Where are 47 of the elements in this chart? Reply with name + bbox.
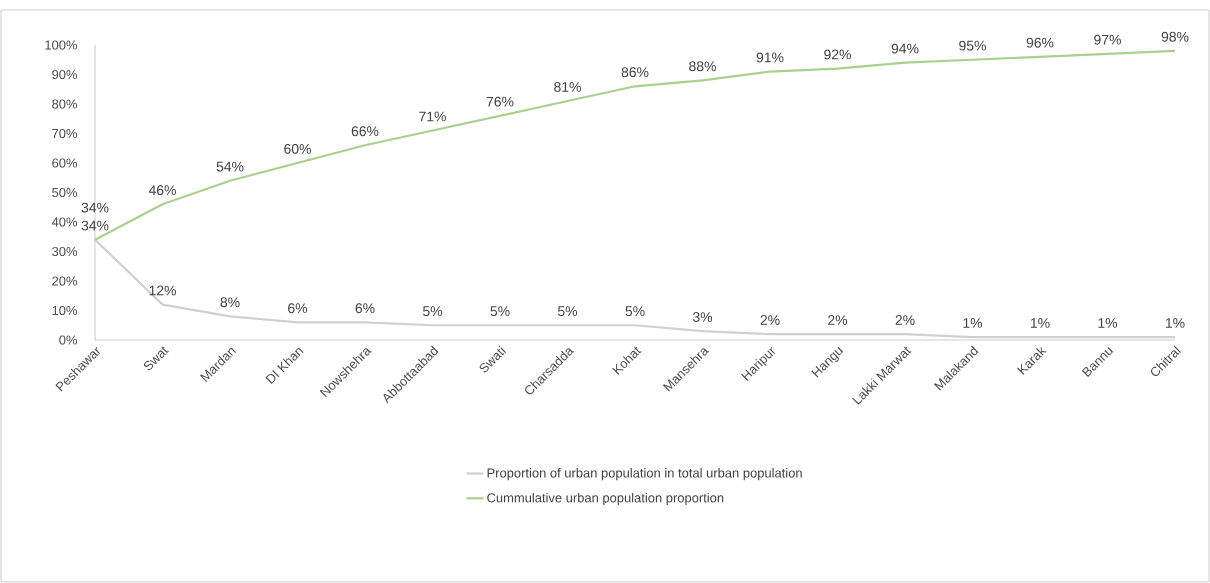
data-label: 94%	[891, 43, 919, 54]
data-label: 2%	[828, 315, 848, 325]
data-label: 98%	[1161, 31, 1189, 42]
y-tick-label: 30%	[52, 246, 78, 257]
data-label: 34%	[81, 220, 109, 231]
data-label: 1%	[1030, 318, 1050, 328]
data-label: 2%	[895, 315, 915, 325]
data-label: 88%	[689, 61, 716, 72]
data-label: 12%	[149, 285, 176, 296]
data-label: 6%	[355, 303, 375, 314]
y-tick-label: 90%	[52, 69, 78, 80]
data-label: 60%	[284, 143, 311, 154]
data-label: 6%	[288, 303, 308, 314]
data-label: 92%	[824, 49, 851, 60]
y-tick-label: 80%	[52, 99, 78, 109]
data-label: 91%	[756, 52, 784, 63]
y-tick-label: 20%	[52, 276, 78, 286]
data-label: 5%	[557, 306, 578, 317]
legend-label: Cummulative urban population proportion	[487, 492, 724, 505]
data-label: 3%	[692, 312, 713, 322]
y-tick-label: 60%	[52, 158, 78, 168]
y-tick-label: 10%	[52, 305, 78, 316]
y-tick-label: 0%	[59, 335, 78, 345]
data-label: 5%	[422, 306, 443, 317]
data-label: 97%	[1094, 34, 1121, 45]
data-label: 95%	[959, 40, 986, 51]
data-label: 5%	[490, 306, 510, 317]
data-label: 5%	[625, 306, 645, 317]
data-label: 96%	[1026, 37, 1054, 48]
legend-label: Proportion of urban population in total urban population	[487, 468, 802, 481]
data-label: 66%	[351, 126, 379, 137]
data-label: 81%	[554, 81, 581, 92]
y-tick-label: 100%	[45, 40, 78, 50]
data-label: 1%	[963, 318, 983, 328]
data-label: 54%	[216, 161, 244, 172]
y-tick-label: 70%	[52, 128, 78, 139]
data-label: 1%	[1165, 318, 1185, 328]
data-label: 46%	[148, 185, 176, 196]
data-label: 34%	[81, 202, 109, 213]
data-label: 8%	[220, 297, 240, 308]
y-tick-label: 40%	[51, 217, 78, 227]
data-label: 86%	[621, 67, 649, 78]
data-label: 2%	[760, 315, 780, 325]
data-label: 1%	[1098, 318, 1118, 328]
data-label: 76%	[486, 96, 514, 107]
y-tick-label: 50%	[52, 187, 78, 198]
data-label: 71%	[419, 111, 446, 122]
